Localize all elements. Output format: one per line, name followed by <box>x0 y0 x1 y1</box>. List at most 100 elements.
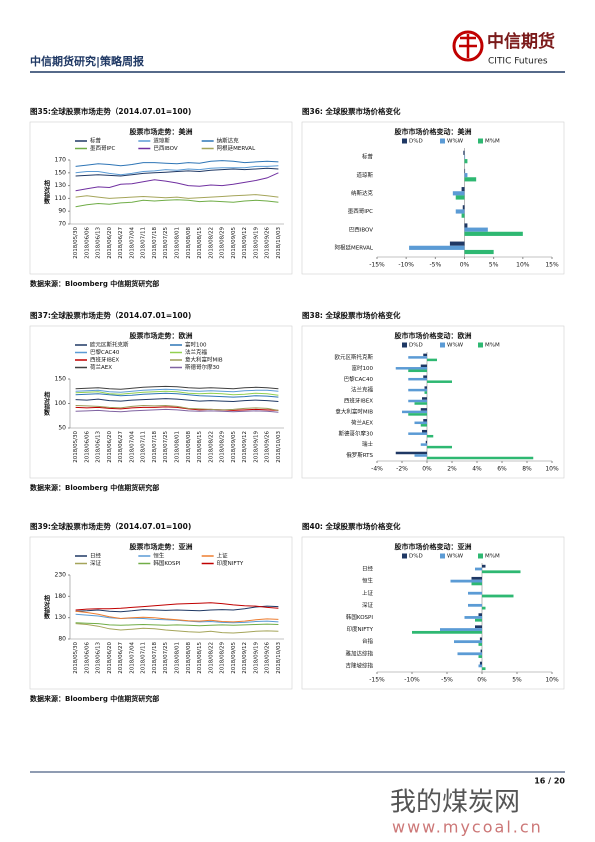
page-number: 16 / 20 <box>534 777 565 786</box>
x-tick-label: 5% <box>512 677 522 684</box>
x-tick-label: 2018/07/11 <box>141 227 147 259</box>
category-label: 斯德哥尔摩30 <box>339 429 374 437</box>
legend-label: 恒生 <box>153 552 165 560</box>
bar <box>408 388 427 392</box>
bar <box>420 364 427 368</box>
y-axis-label: 相对指数 <box>43 179 50 205</box>
figure-caption: 图36: 全球股票市场价格变化 <box>302 106 401 116</box>
x-tick-label: 2018/07/25 <box>163 431 169 463</box>
series-line <box>75 398 279 403</box>
legend-label: 巴黎CAC40 <box>90 348 120 356</box>
x-tick-label: 2018/08/29 <box>220 227 226 259</box>
category-label: 欧元区斯托克斯 <box>334 353 373 361</box>
x-tick-label: 2018/09/19 <box>253 642 259 674</box>
legend-swatch <box>440 553 445 559</box>
x-tick-label: 15% <box>545 262 559 269</box>
bar <box>402 410 427 414</box>
bar <box>475 618 482 622</box>
bar <box>463 150 465 155</box>
chart-frame <box>29 536 293 690</box>
bar <box>478 643 482 646</box>
figure-caption: 图40: 全球股票市场价格变化 <box>302 521 401 531</box>
x-tick-label: 2018/08/01 <box>175 227 181 259</box>
legend-label: D%D <box>409 139 423 145</box>
x-tick-label: 2018/08/22 <box>208 431 214 463</box>
category-label: 阿根廷MERVAL <box>335 243 374 251</box>
category-label: 雅加达综指 <box>345 649 373 657</box>
series-line <box>75 610 279 623</box>
y-tick-label: 130 <box>55 182 67 189</box>
bar <box>462 205 465 210</box>
logo-mark <box>459 34 477 58</box>
bar <box>480 649 482 653</box>
legend-label: W%W <box>447 343 464 349</box>
bar <box>420 424 427 427</box>
x-tick-label: 2018/08/29 <box>220 642 226 674</box>
x-tick-label: 2018/08/01 <box>175 431 181 463</box>
legend-label: M%M <box>485 343 500 349</box>
series-line <box>75 623 279 634</box>
x-tick-label: 8% <box>522 466 532 473</box>
x-tick-label: 2018/06/20 <box>107 227 113 259</box>
bar <box>414 421 427 425</box>
legend-label: W%W <box>447 554 464 560</box>
watermark-url: www.mycoal.cn <box>392 818 543 837</box>
legend-swatch <box>478 553 483 559</box>
legend-label: M%M <box>485 139 500 145</box>
category-label: 日经 <box>362 565 374 573</box>
x-tick-label: 2018/07/25 <box>163 642 169 674</box>
chart-title: 股票市场走势：欧洲 <box>129 331 193 340</box>
bar <box>408 377 427 381</box>
bar <box>464 231 523 236</box>
legend-label: 法兰克福 <box>185 348 208 356</box>
x-tick-label: 2018/08/01 <box>175 642 181 674</box>
bar <box>424 386 427 389</box>
x-tick-label: 2018/07/04 <box>129 431 135 463</box>
x-tick-label: 2018/10/03 <box>276 227 282 259</box>
x-tick-label: 2018/07/18 <box>152 227 158 259</box>
bar <box>427 434 434 438</box>
x-tick-label: 2018/06/20 <box>107 642 113 674</box>
chart-title: 股票市场走势：美洲 <box>129 127 193 136</box>
legend-label: 深证 <box>90 559 102 567</box>
bar <box>464 168 466 174</box>
bar <box>479 661 482 665</box>
header-title: 中信期货研究|策略周报 <box>30 54 145 68</box>
x-tick-label: 2018/08/08 <box>186 227 192 259</box>
category-label: 荷兰AEX <box>351 418 373 426</box>
bar <box>455 195 465 200</box>
series-line <box>75 199 279 208</box>
series-line <box>75 408 279 413</box>
bar <box>464 227 488 232</box>
series-line <box>75 160 279 167</box>
x-tick-label: 2018/09/12 <box>242 431 248 463</box>
chart-frame <box>301 121 565 275</box>
bar <box>457 652 482 656</box>
x-tick-label: 2018/06/27 <box>118 431 124 463</box>
bar <box>408 399 427 403</box>
bar <box>464 177 477 182</box>
bar <box>427 358 437 362</box>
x-tick-label: 2018/07/18 <box>152 642 158 674</box>
bar <box>452 191 465 196</box>
category-label: 道琼斯 <box>356 171 373 179</box>
legend-swatch <box>440 342 445 348</box>
x-tick-label: 10% <box>545 466 559 473</box>
bar <box>408 356 427 359</box>
bar <box>422 429 427 433</box>
legend-label: 标普 <box>90 137 102 145</box>
bar <box>482 667 486 671</box>
x-tick-label: 2018/07/11 <box>141 642 147 674</box>
legend-swatch <box>478 138 483 144</box>
x-tick-label: 2018/09/12 <box>242 227 248 259</box>
bar <box>424 391 427 394</box>
x-tick-label: 2018/07/18 <box>152 431 158 463</box>
x-tick-label: 2018/09/26 <box>265 642 271 674</box>
x-tick-label: 5% <box>489 262 499 269</box>
bar <box>475 567 482 571</box>
series-line <box>75 172 279 192</box>
watermark: 我的煤炭网 <box>390 788 520 818</box>
x-tick-label: -10% <box>398 262 414 269</box>
legend-label: 富时100 <box>185 341 207 349</box>
bar <box>464 159 468 164</box>
